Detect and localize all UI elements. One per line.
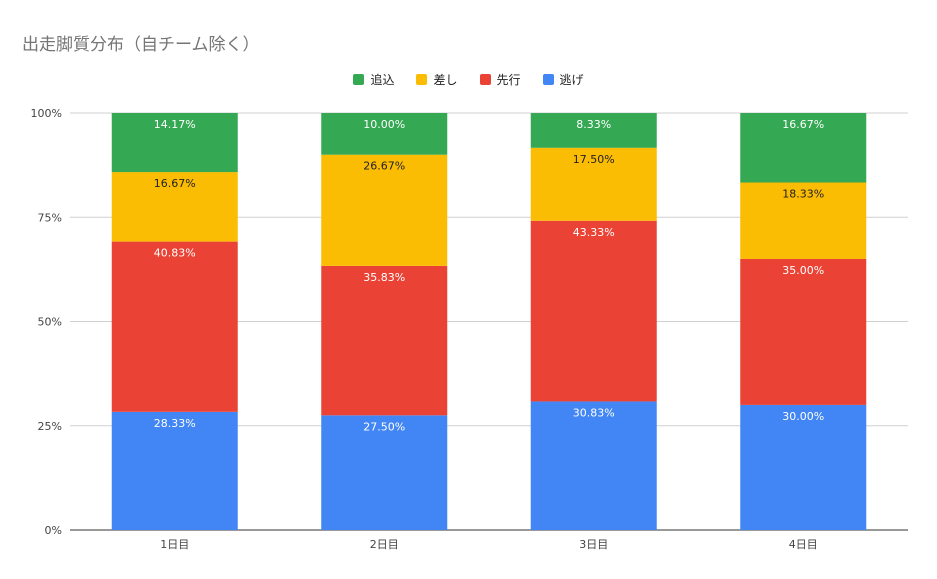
legend-item: 追込 [353, 71, 394, 88]
legend-swatch [353, 74, 365, 85]
data-label: 14.17% [154, 118, 196, 131]
legend-item: 逃げ [542, 71, 584, 88]
bar-segment [321, 265, 448, 416]
bar-segment [740, 182, 867, 259]
legend-item: 先行 [479, 71, 521, 88]
bar-segment [321, 113, 448, 155]
y-tick-label: 0% [45, 524, 62, 537]
data-label: 43.33% [573, 226, 615, 239]
y-tick-label: 25% [38, 420, 62, 433]
x-tick-label: 3日目 [579, 538, 608, 551]
data-label: 35.83% [363, 271, 405, 284]
x-tick-label: 4日目 [789, 538, 818, 551]
legend-label: 逃げ [559, 73, 584, 87]
data-label: 30.83% [573, 406, 615, 419]
data-label: 16.67% [782, 118, 824, 131]
bar-segment [530, 401, 657, 530]
bar-segment [111, 241, 238, 412]
data-label: 16.67% [154, 177, 196, 190]
data-label: 8.33% [576, 118, 611, 131]
x-tick-label: 1日目 [160, 538, 189, 551]
legend-label: 追込 [370, 73, 395, 87]
chart-legend: 追込 差し 先行 逃げ [0, 71, 937, 88]
bar-segment [740, 404, 867, 530]
x-tick-label: 2日目 [370, 538, 399, 551]
legend-label: 差し [433, 73, 458, 87]
y-tick-label: 75% [38, 211, 62, 224]
legend-swatch [479, 74, 491, 85]
bar-segment [321, 415, 448, 530]
data-label: 10.00% [363, 118, 405, 131]
legend-item: 差し [416, 71, 458, 88]
bar-segment [111, 411, 238, 530]
data-label: 30.00% [782, 410, 824, 423]
data-label: 35.00% [782, 264, 824, 277]
legend-swatch [416, 74, 428, 85]
data-label: 17.50% [573, 153, 615, 166]
data-label: 27.50% [363, 420, 405, 433]
y-tick-label: 100% [31, 107, 62, 120]
data-label: 18.33% [782, 188, 824, 201]
legend-label: 先行 [496, 73, 521, 87]
bar-segment [530, 147, 657, 221]
bar-segment [740, 113, 867, 183]
bar-segment [530, 113, 657, 148]
data-label: 40.83% [154, 247, 196, 260]
bar-segment [530, 220, 657, 402]
chart-title: 出走脚質分布（自チーム除く） [22, 35, 260, 55]
bar-segment [111, 113, 238, 173]
data-label: 26.67% [363, 160, 405, 173]
legend-swatch [542, 74, 554, 85]
data-label: 28.33% [154, 417, 196, 430]
y-tick-label: 50% [38, 316, 62, 329]
bar-segment [321, 154, 448, 266]
bar-segment [740, 258, 867, 405]
bar-segment [111, 172, 238, 242]
